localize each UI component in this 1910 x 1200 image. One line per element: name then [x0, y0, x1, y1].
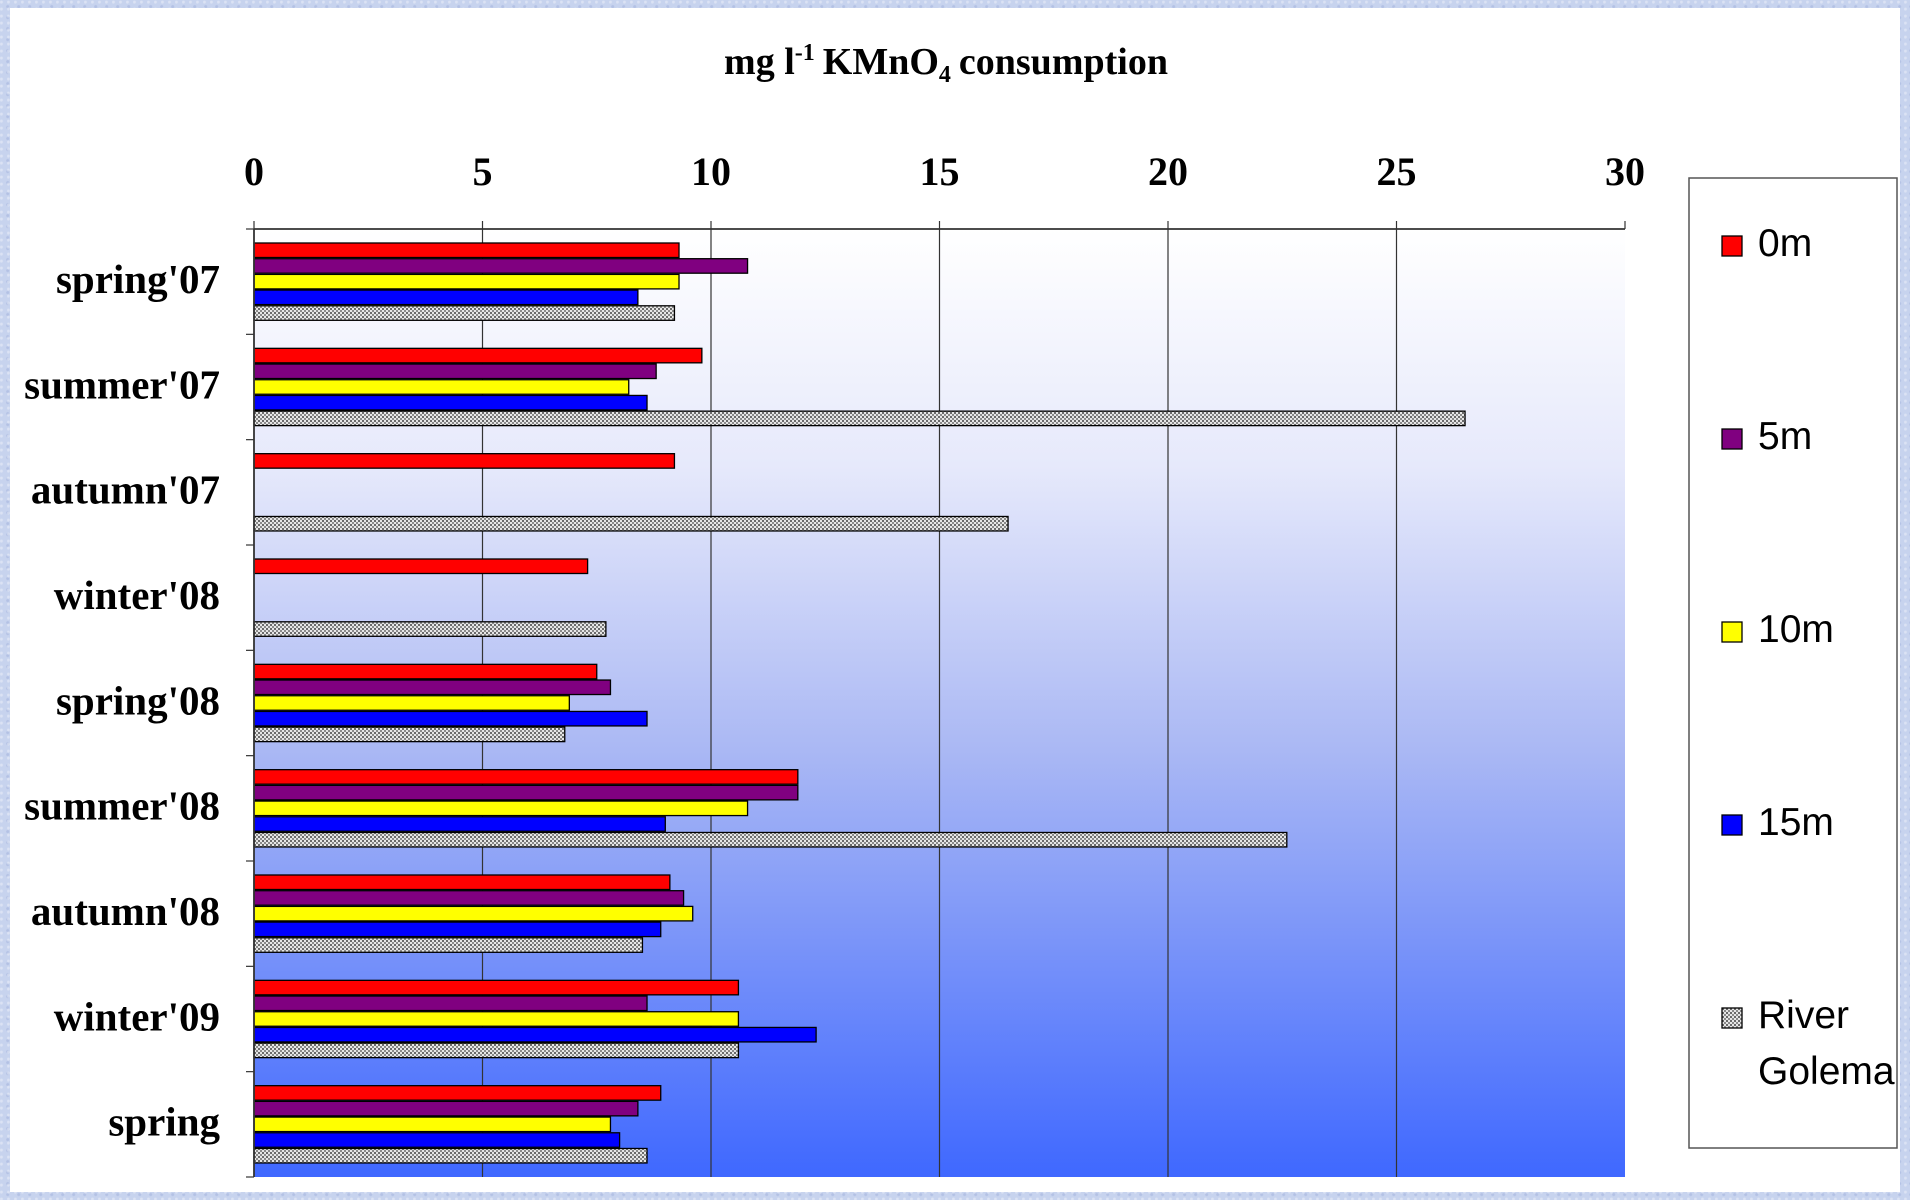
- legend: 0m 5m 10m 15m River Golema: [1721, 222, 1895, 1093]
- category-label: autumn'07: [31, 467, 220, 513]
- bar-0m: [253, 979, 740, 996]
- legend-label: 10m: [1758, 608, 1834, 651]
- legend-swatch: [1721, 1007, 1743, 1029]
- title-unit-prefix: mg l: [724, 41, 795, 83]
- chart-title: mg l-1 KMnO4 consumption: [724, 40, 1168, 88]
- bar-0m: [253, 453, 676, 469]
- bar-river-golema: [253, 305, 676, 321]
- bar-10m: [253, 695, 570, 711]
- bar-5m: [253, 258, 749, 274]
- legend-swatch: [1721, 621, 1743, 643]
- bar-15m: [253, 394, 648, 411]
- legend-label: River Golema: [1758, 994, 1895, 1093]
- legend-label: 0m: [1758, 222, 1812, 265]
- legend-label: 5m: [1758, 415, 1812, 458]
- x-tick-label-30: 30: [1605, 149, 1645, 194]
- bar-15m: [253, 921, 662, 938]
- title-superscript: -1: [795, 40, 815, 66]
- bar-0m: [253, 874, 671, 891]
- x-tick-label-15: 15: [920, 149, 960, 194]
- bar-10m: [253, 379, 630, 395]
- bar-5m: [253, 890, 685, 906]
- bar-15m: [253, 816, 666, 832]
- bar-river-golema: [253, 831, 1288, 848]
- bar-5m: [253, 679, 612, 696]
- x-tick-label-10: 10: [691, 149, 731, 194]
- bar-river-golema: [253, 621, 607, 637]
- bar-10m: [253, 273, 680, 290]
- category-label: spring'08: [56, 677, 220, 723]
- bar-river-golema: [253, 1042, 740, 1059]
- bar-5m: [253, 995, 648, 1012]
- chart-panel: mg l-1 KMnO4 consumption 0 5 10 15 20 25 30 sprin…: [10, 8, 1900, 1192]
- legend-box: [1688, 177, 1898, 1149]
- bar-0m: [253, 242, 680, 259]
- bar-0m: [253, 769, 799, 785]
- bar-0m: [253, 558, 589, 575]
- bar-15m: [253, 289, 639, 306]
- title-text: consumption: [959, 41, 1168, 83]
- category-label: summer'07: [24, 361, 220, 407]
- x-tick-label-0: 0: [244, 149, 264, 194]
- bar-river-golema: [253, 726, 566, 743]
- bar-river-golema: [253, 937, 644, 953]
- bar-15m: [253, 710, 648, 727]
- bar-5m: [253, 1100, 639, 1117]
- category-label: spring'07: [56, 256, 220, 302]
- bar-river-golema: [253, 410, 1466, 427]
- bar-5m: [253, 363, 657, 380]
- bar-10m: [253, 1116, 612, 1133]
- bar-10m: [253, 905, 694, 922]
- bar-0m: [253, 663, 598, 680]
- bar-10m: [253, 800, 749, 817]
- bar-15m: [253, 1132, 621, 1148]
- bar-river-golema: [253, 1147, 648, 1164]
- bars-layer: [253, 242, 1466, 1164]
- category-label: winter'09: [54, 993, 220, 1039]
- title-subscript: 4: [939, 62, 951, 88]
- bar-0m: [253, 1085, 662, 1101]
- x-tick-label-20: 20: [1148, 149, 1188, 194]
- x-tick-label-25: 25: [1377, 149, 1417, 194]
- legend-label: 15m: [1758, 801, 1834, 844]
- legend-swatch: [1721, 814, 1743, 836]
- chart-svg: mg l-1 KMnO4 consumption 0 5 10 15 20 25 30 sprin…: [24, 40, 1898, 1178]
- title-compound: KMnO: [823, 41, 939, 83]
- category-label: autumn'08: [31, 888, 220, 934]
- x-tick-label-5: 5: [473, 149, 493, 194]
- bar-river-golema: [253, 515, 1009, 532]
- bar-0m: [253, 347, 703, 364]
- bar-10m: [253, 1011, 740, 1027]
- category-label: spring: [108, 1099, 220, 1145]
- category-label: winter'08: [54, 572, 220, 618]
- bar-15m: [253, 1026, 817, 1043]
- legend-swatch: [1721, 428, 1743, 450]
- bar-5m: [253, 784, 799, 801]
- category-label: summer'08: [24, 783, 220, 829]
- legend-swatch: [1721, 235, 1743, 257]
- axis-layer: 0 5 10 15 20 25 30 spring'07 summer'07 autumn'07 w…: [24, 149, 1645, 1178]
